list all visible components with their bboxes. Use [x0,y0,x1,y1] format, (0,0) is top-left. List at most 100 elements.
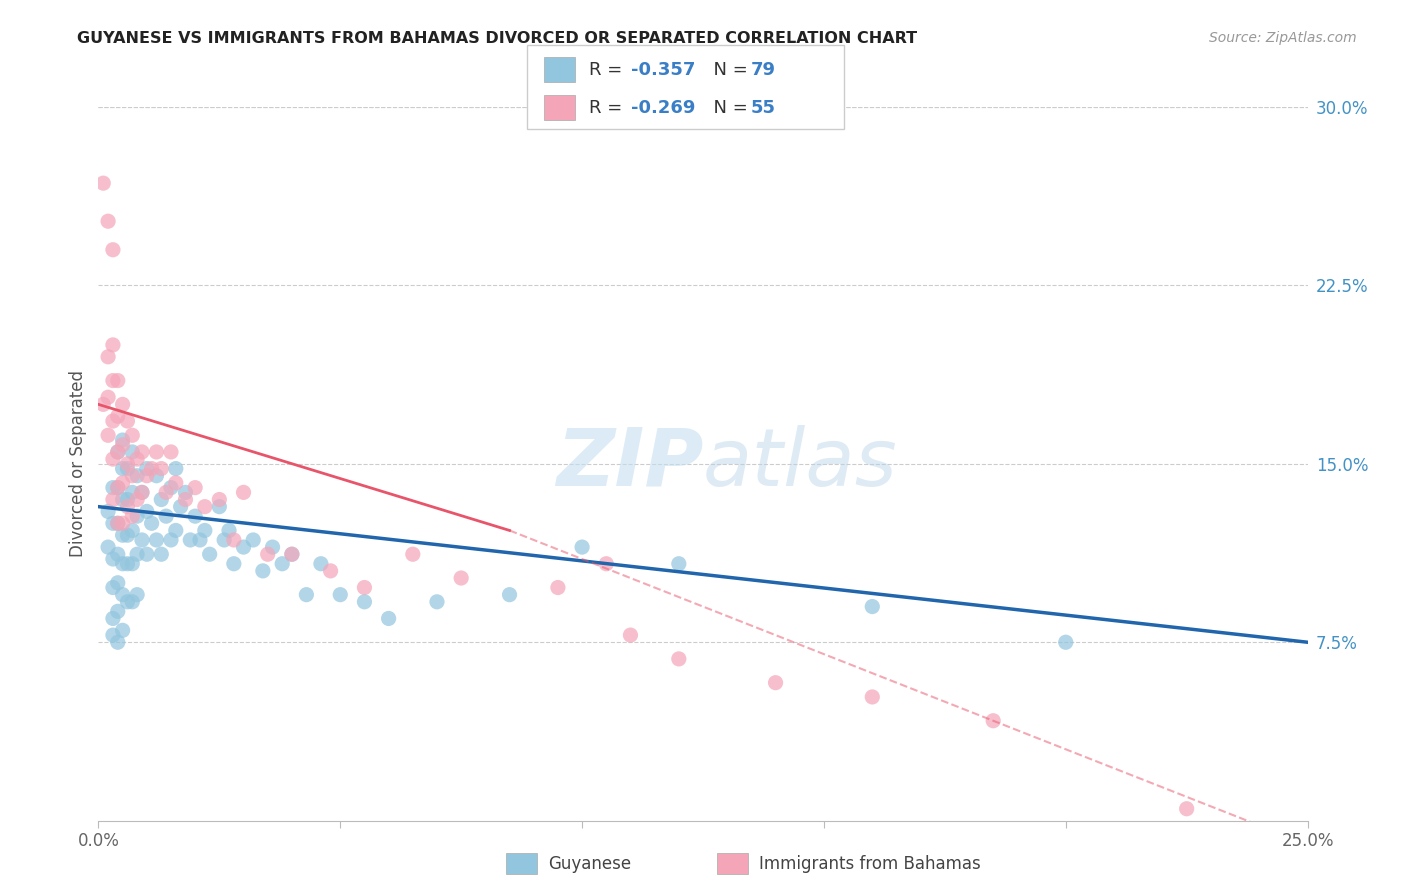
Point [222,533,245,547]
Point [184,509,207,524]
Point [127,452,149,467]
Point [107,516,129,531]
Point [179,533,201,547]
Point [160,481,183,495]
Point [121,509,143,524]
Text: N =: N = [702,99,754,117]
Point [121,524,143,538]
Point [97,214,120,228]
Point [319,564,342,578]
Point [165,475,187,490]
Text: 79: 79 [751,61,776,78]
Point [174,492,197,507]
Point [107,445,129,459]
Point [498,588,520,602]
Text: Immigrants from Bahamas: Immigrants from Bahamas [759,855,981,873]
Point [184,481,207,495]
Point [668,557,690,571]
Point [155,485,177,500]
Point [160,533,183,547]
Point [101,492,124,507]
Point [111,438,134,452]
Point [141,516,163,531]
Point [117,492,139,507]
Point [117,595,139,609]
Point [111,528,134,542]
Point [97,540,120,554]
Point [101,481,124,495]
Point [160,445,183,459]
Point [571,540,593,554]
Point [101,414,124,428]
Point [121,428,143,442]
Y-axis label: Divorced or Separated: Divorced or Separated [69,370,87,558]
Point [127,547,149,561]
Point [281,547,304,561]
Point [309,557,332,571]
Point [97,504,120,518]
Point [353,595,375,609]
Point [121,445,143,459]
Point [135,547,157,561]
Point [121,485,143,500]
Point [91,397,114,411]
Point [169,500,191,514]
Point [107,635,129,649]
Point [252,564,274,578]
Point [117,461,139,475]
Point [107,481,129,495]
Point [107,374,129,388]
Point [232,485,254,500]
Point [208,492,231,507]
Point [1175,802,1198,816]
Point [101,243,124,257]
Point [97,428,120,442]
Point [131,533,153,547]
Point [127,492,149,507]
Point [595,557,617,571]
Point [127,468,149,483]
Point [222,557,245,571]
Text: atlas: atlas [703,425,898,503]
Point [150,492,173,507]
Point [1054,635,1077,649]
Point [145,533,167,547]
Point [232,540,254,554]
Point [135,468,157,483]
Point [242,533,264,547]
Point [101,374,124,388]
Text: Guyanese: Guyanese [548,855,631,873]
Point [111,475,134,490]
Point [281,547,304,561]
Point [111,433,134,447]
Point [107,575,129,590]
Point [111,397,134,411]
Point [155,509,177,524]
Text: R =: R = [589,61,628,78]
Point [212,533,235,547]
Point [860,690,883,704]
Point [111,624,134,638]
Point [194,524,217,538]
Text: N =: N = [702,61,754,78]
Point [97,350,120,364]
Point [101,516,124,531]
Point [981,714,1004,728]
Point [135,504,157,518]
Point [91,176,114,190]
Point [145,445,167,459]
Point [547,581,569,595]
Point [135,461,157,475]
Point [377,611,399,625]
Point [188,533,211,547]
Point [101,581,124,595]
Text: ZIP: ZIP [555,425,703,503]
Text: 55: 55 [751,99,776,117]
Point [101,611,124,625]
Point [121,468,143,483]
Point [765,675,787,690]
Point [111,492,134,507]
Point [127,588,149,602]
Point [174,485,197,500]
Point [107,409,129,424]
